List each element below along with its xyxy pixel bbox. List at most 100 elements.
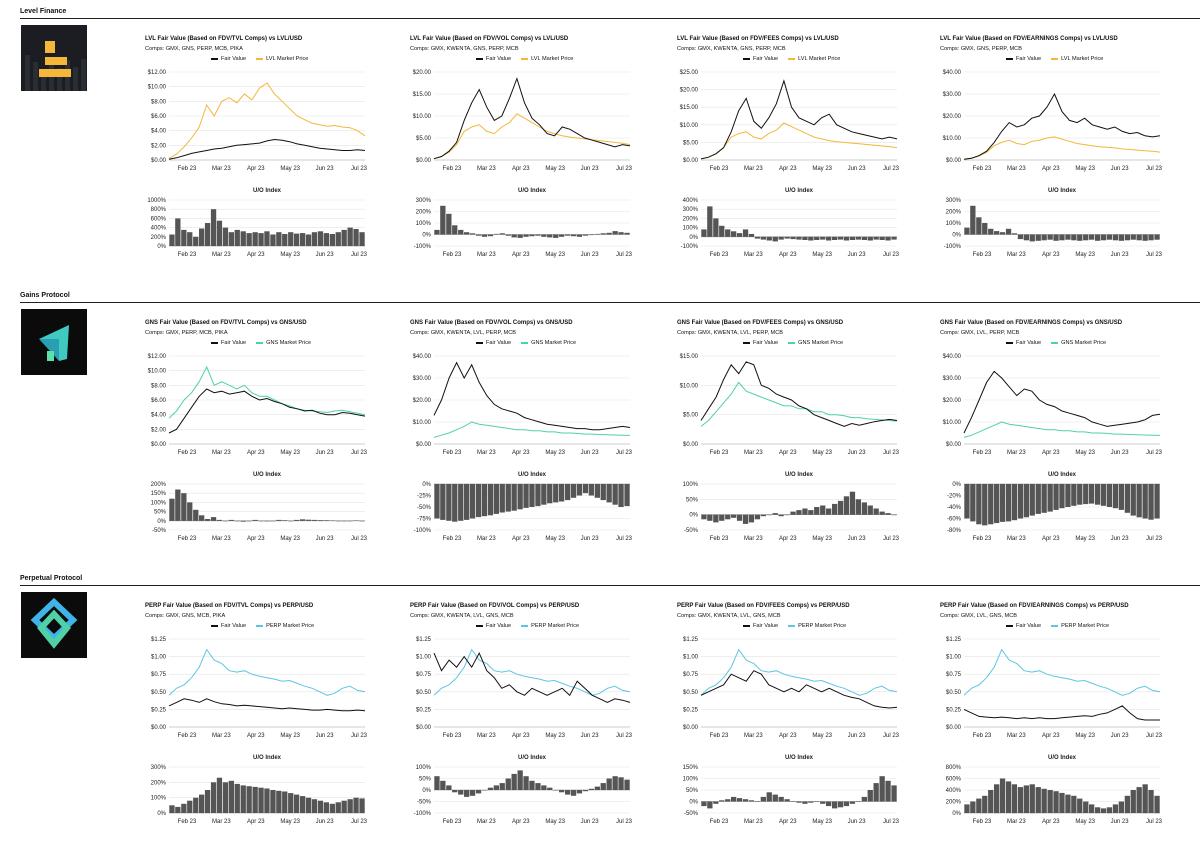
legend-label: Fair Value	[221, 56, 247, 62]
uo-bar	[970, 205, 976, 235]
uo-bar	[1154, 234, 1160, 240]
uo-bar	[999, 484, 1006, 522]
uo-bar	[288, 520, 294, 522]
y-tick-label: 200%	[946, 210, 962, 216]
price-chart: $0.00 $10.00 $20.00 $30.00 $40.00 Feb 23 Mar 2…	[413, 354, 633, 542]
uo-bar	[317, 231, 324, 246]
x-tick-label: Jul 23	[616, 819, 633, 825]
chart-comps: Comps: GMX, KWENTA, LVL, PERP, MCB	[677, 330, 783, 336]
x-tick-label: Jun 23	[1111, 252, 1130, 258]
uo-bar	[570, 484, 577, 498]
fair-value-line	[700, 670, 898, 709]
uo-bar	[832, 801, 838, 809]
legend-swatch	[256, 58, 264, 60]
y-tick-label: 0%	[689, 235, 698, 241]
uo-bar	[228, 519, 234, 521]
uo-bar	[246, 520, 252, 522]
y-tick-label: $2.00	[151, 143, 167, 149]
y-tick-label: -100%	[944, 244, 962, 250]
uo-bar	[1047, 234, 1053, 240]
uo-bar	[1089, 804, 1095, 813]
uo-bar	[1142, 484, 1148, 519]
uo-bar	[175, 806, 181, 813]
y-tick-label: $0.75	[151, 672, 167, 678]
x-tick-label: Jun 23	[848, 819, 867, 825]
y-tick-label: 100%	[683, 226, 699, 232]
chart-panel: GNS Fair Value (Based on FDV/EARNINGS Co…	[940, 320, 1165, 560]
uo-bar	[1071, 795, 1077, 814]
y-tick-label: $0.50	[946, 690, 962, 696]
uo-bar	[329, 234, 335, 246]
x-tick-label: Jun 23	[316, 733, 335, 739]
uo-bar	[347, 520, 353, 522]
uo-bar	[216, 777, 223, 813]
uo-bar	[594, 233, 600, 235]
uo-bar	[469, 233, 476, 235]
legend-swatch	[743, 625, 750, 627]
chart-legend: Fair Value LVL Market Price	[743, 56, 840, 62]
y-tick-label: $10.00	[680, 383, 699, 389]
x-tick-label: May 23	[812, 733, 832, 739]
uo-bar	[760, 796, 766, 802]
x-tick-label: Feb 23	[443, 819, 462, 825]
x-tick-label: Feb 23	[710, 536, 729, 542]
uo-bar	[754, 236, 761, 239]
y-tick-label: $1.00	[683, 655, 699, 661]
x-tick-label: Jun 23	[848, 733, 867, 739]
legend-market-price: GNS Market Price	[521, 340, 576, 346]
uo-bar	[588, 788, 594, 790]
market-price-line	[433, 113, 631, 160]
market-price-line	[700, 381, 898, 427]
y-tick-label: $0.25	[151, 707, 167, 713]
chart-title: LVL Fair Value (Based on FDV/TVL Comps) …	[145, 36, 303, 42]
x-tick-label: Jul 23	[351, 450, 368, 456]
legend-market-price: PERP Market Price	[1051, 623, 1109, 629]
uo-bar	[264, 788, 270, 813]
uo-bar	[1041, 484, 1047, 513]
y-tick-label: 400%	[683, 198, 699, 204]
section-title: Level Finance	[20, 8, 67, 15]
x-tick-label: Mar 23	[744, 733, 763, 739]
legend-label: Fair Value	[221, 340, 247, 346]
chart-comps: Comps: GMX, GNS, PERP, MCB, PIKA	[145, 46, 243, 52]
uo-bar	[867, 505, 873, 515]
uo-bar	[317, 520, 324, 521]
uo-bar	[565, 790, 571, 795]
uo-bar	[582, 790, 589, 792]
y-tick-label: $0.00	[946, 725, 962, 731]
uo-bar	[523, 484, 529, 508]
uo-bar	[1047, 790, 1053, 813]
price-chart: $0.00 $5.00 $10.00 $15.00 Feb 23 Mar 23 Apr 23…	[680, 354, 900, 542]
uo-title: U/O Index	[253, 188, 282, 194]
uo-bar	[1065, 794, 1071, 813]
uo-bar	[1142, 784, 1148, 814]
uo-title: U/O Index	[1048, 472, 1077, 478]
uo-bar	[347, 227, 353, 246]
uo-bar	[1035, 484, 1041, 514]
uo-bar	[748, 514, 755, 523]
uo-bar	[475, 484, 482, 518]
y-tick-label: 0%	[689, 800, 698, 806]
uo-bar	[1148, 484, 1154, 520]
uo-bar	[820, 236, 826, 240]
uo-bar	[1035, 234, 1041, 241]
x-tick-label: Jul 23	[1146, 252, 1163, 258]
uo-bar	[964, 227, 970, 235]
uo-bar	[742, 799, 749, 802]
uo-bar	[600, 484, 606, 501]
legend-swatch	[476, 342, 483, 344]
uo-bar	[885, 780, 891, 802]
uo-bar	[565, 234, 571, 236]
y-tick-label: $0.00	[151, 442, 167, 448]
uo-bar	[353, 229, 359, 246]
uo-bar	[1053, 234, 1059, 241]
uo-bar	[1136, 484, 1142, 518]
uo-bar	[535, 783, 541, 790]
market-price-line	[700, 648, 898, 696]
uo-bar	[541, 234, 547, 237]
uo-bar	[826, 508, 832, 515]
legend-swatch	[256, 625, 264, 627]
uo-bar	[559, 234, 565, 237]
uo-bar	[359, 232, 365, 246]
uo-bar	[517, 484, 523, 510]
